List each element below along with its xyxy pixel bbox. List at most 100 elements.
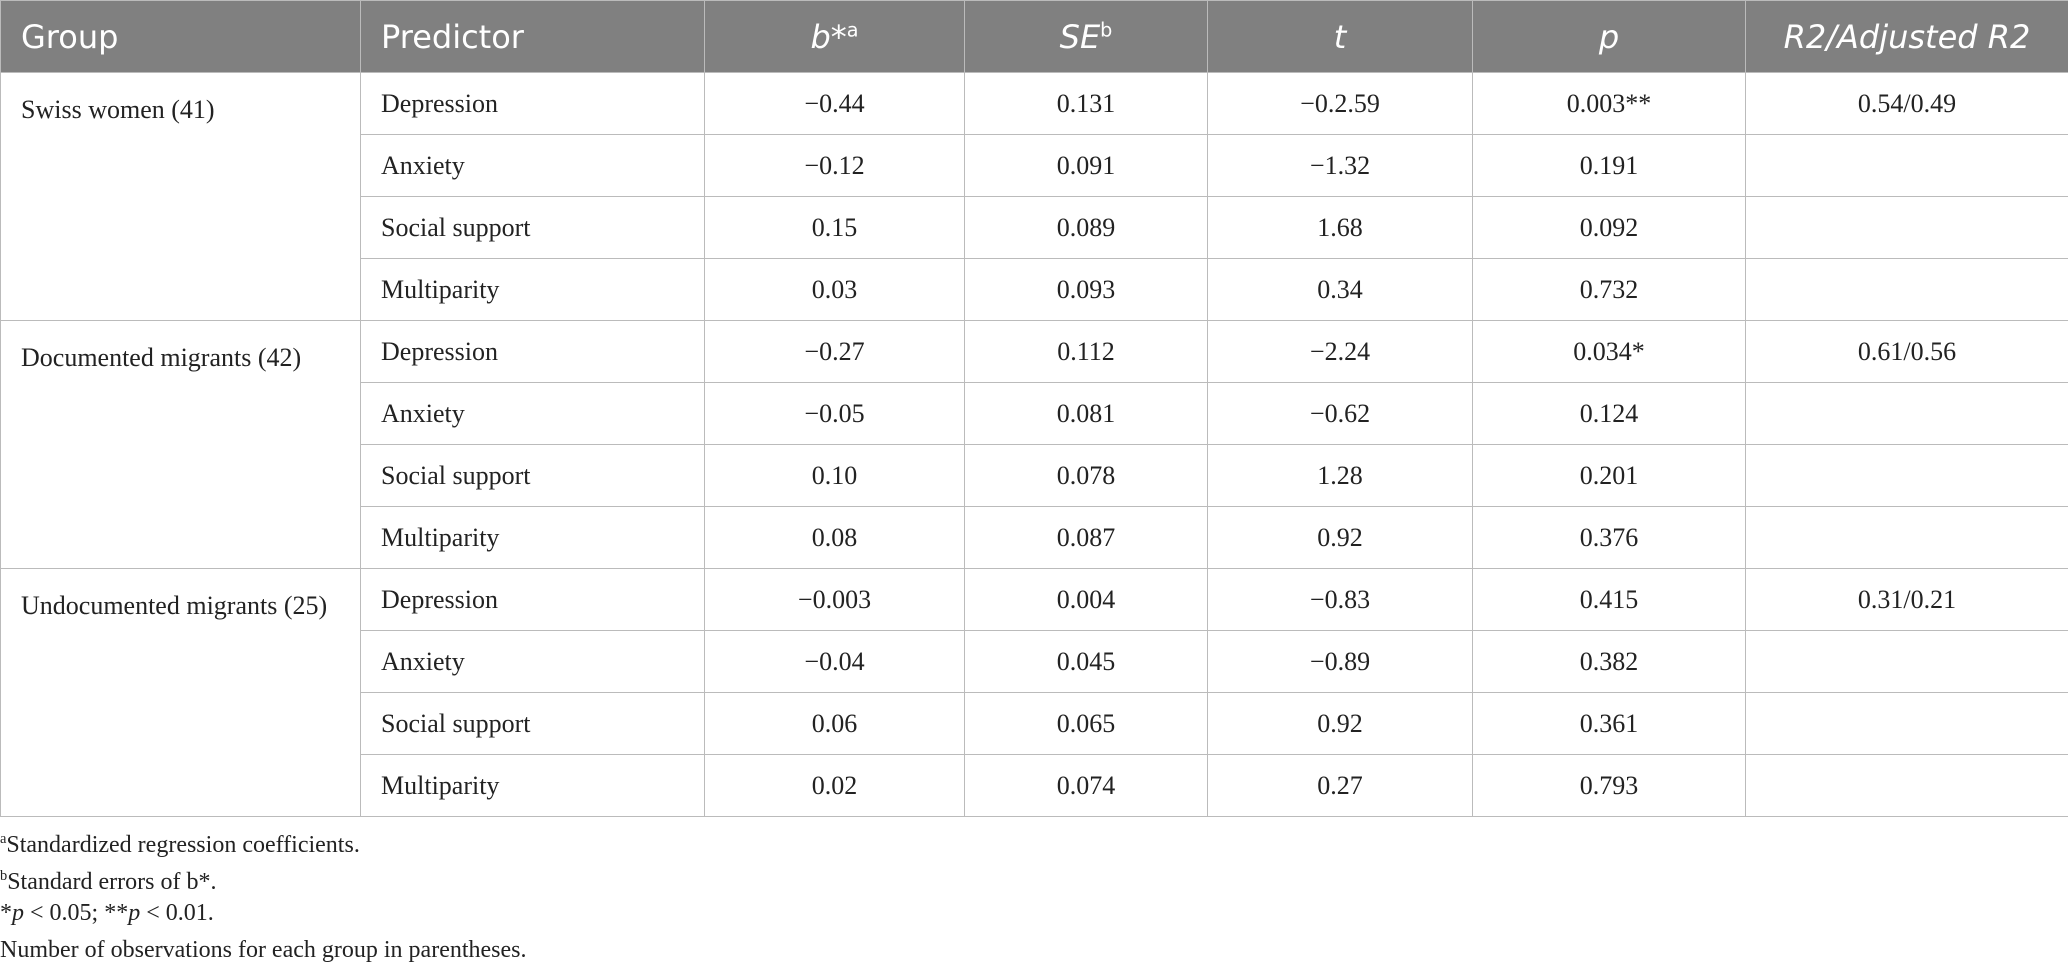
value: −0.05 (804, 398, 865, 428)
table-row: Anxiety −0.05 0.081 −0.62 0.124 (1, 382, 2068, 445)
predictor-cell: Multiparity (360, 506, 705, 569)
value: 0.08 (811, 522, 858, 552)
table-row: Multiparity 0.02 0.074 0.27 0.793 (1, 754, 2068, 817)
predictor: Anxiety (381, 150, 465, 180)
value-cell: 0.92 (1207, 692, 1473, 755)
value-cell: 0.382 (1472, 630, 1746, 693)
value: 0.093 (1056, 274, 1116, 304)
value-cell: 0.15 (704, 196, 965, 259)
value-cell: −0.89 (1207, 630, 1473, 693)
value-cell: 0.201 (1472, 444, 1746, 507)
value: −0.44 (804, 88, 865, 118)
group-cell: Swiss women (41) (0, 72, 361, 321)
value: −0.62 (1309, 398, 1371, 428)
footnote-text: Standardized regression coefficients. (6, 832, 360, 858)
predictor-cell: Social support (360, 196, 705, 259)
table-row: Undocumented migrants (25) Depression −0.0… (0, 568, 2068, 817)
footnote: bStandard errors of b*. (0, 858, 2068, 895)
value-cell: −1.32 (1207, 134, 1473, 197)
value-cell: 0.02 (704, 754, 965, 817)
header-text: SE (1059, 17, 1101, 56)
r2-cell (1745, 258, 2068, 321)
table-row: Social support 0.10 0.078 1.28 0.201 (1, 444, 2068, 507)
value-cell: 0.03 (704, 258, 965, 321)
value-cell: 0.004 (964, 568, 1208, 631)
value: 0.201 (1579, 460, 1639, 490)
footnote: aStandardized regression coefficients. (0, 821, 2068, 858)
value: −2.24 (1309, 336, 1371, 366)
value: 0.089 (1056, 212, 1116, 242)
r2-cell (1745, 692, 2068, 755)
value-cell: 0.124 (1472, 382, 1746, 445)
r2-cell (1745, 382, 2068, 445)
value: 0.131 (1056, 88, 1116, 118)
predictor: Anxiety (381, 398, 465, 428)
value: 0.02 (811, 770, 858, 800)
value: 0.087 (1056, 522, 1116, 552)
predictor: Multiparity (381, 522, 500, 552)
footnote-text: Standard errors of b*. (7, 869, 217, 895)
r2-cell: 0.61/0.56 (1745, 320, 2068, 383)
value-cell: 0.074 (964, 754, 1208, 817)
predictor-cell: Multiparity (360, 258, 705, 321)
value: 0.793 (1579, 770, 1639, 800)
predictor-cell: Anxiety (360, 134, 705, 197)
group-name: Swiss women (41) (21, 95, 215, 124)
value-cell: 0.732 (1472, 258, 1746, 321)
r2-cell (1745, 754, 2068, 817)
value: 0.191 (1579, 150, 1639, 180)
table-row: Social support 0.15 0.089 1.68 0.092 (1, 196, 2068, 259)
value-cell: 0.003** (1472, 72, 1746, 135)
value: 0.92 (1317, 522, 1363, 552)
value: 0.415 (1579, 584, 1639, 614)
value-cell: 0.093 (964, 258, 1208, 321)
footnote-marker: a (0, 831, 7, 847)
header-cell: SEb (964, 0, 1208, 73)
value: −0.89 (1309, 646, 1371, 676)
value-cell: 0.793 (1472, 754, 1746, 817)
r2-cell (1745, 196, 2068, 259)
predictor: Social support (381, 212, 531, 242)
footnote: *p < 0.05; **p < 0.01. (0, 895, 2068, 932)
value: 0.06 (811, 708, 858, 738)
value: 0.081 (1056, 398, 1116, 428)
value: 0.27 (1317, 770, 1363, 800)
value-cell: 0.131 (964, 72, 1208, 135)
value-cell: −0.44 (704, 72, 965, 135)
value: 0.10 (811, 460, 858, 490)
predictor: Multiparity (381, 770, 500, 800)
predictor-cell: Depression (360, 320, 705, 383)
header-superscript: a (846, 17, 859, 41)
value: 1.68 (1317, 212, 1363, 242)
predictor-cell: Multiparity (360, 754, 705, 817)
table-row: Swiss women (41) Depression −0.44 0.131 −0.2… (0, 72, 2068, 321)
value: 0.091 (1056, 150, 1116, 180)
value: 0.074 (1056, 770, 1116, 800)
header-text: R2/Adjusted R2 (1783, 17, 2031, 56)
value: 0.034* (1573, 336, 1645, 366)
header-superscript: b (1100, 17, 1113, 41)
value: 0.003** (1566, 88, 1652, 118)
value-cell: −2.24 (1207, 320, 1473, 383)
value: −0.04 (804, 646, 865, 676)
value-cell: 0.06 (704, 692, 965, 755)
value: 0.92 (1317, 708, 1363, 738)
value-cell: 0.08 (704, 506, 965, 569)
value-cell: 0.078 (964, 444, 1208, 507)
value: 0.124 (1579, 398, 1639, 428)
predictor: Depression (381, 584, 498, 614)
footnote-text: * (0, 900, 12, 926)
table-row: Documented migrants (42) Depression −0.27 0… (0, 320, 2068, 569)
value-cell: 0.087 (964, 506, 1208, 569)
r2-cell (1745, 506, 2068, 569)
predictor-cell: Anxiety (360, 382, 705, 445)
footnote-text: p (128, 900, 141, 926)
value: 1.28 (1317, 460, 1363, 490)
footnote-marker: b (0, 868, 8, 884)
footnote: Number of observations for each group in… (0, 932, 2068, 969)
predictor-cell: Anxiety (360, 630, 705, 693)
predictor: Depression (381, 336, 498, 366)
r2-value: 0.31/0.21 (1857, 584, 1957, 614)
group-name: Undocumented migrants (25) (21, 591, 328, 620)
value: 0.045 (1056, 646, 1116, 676)
